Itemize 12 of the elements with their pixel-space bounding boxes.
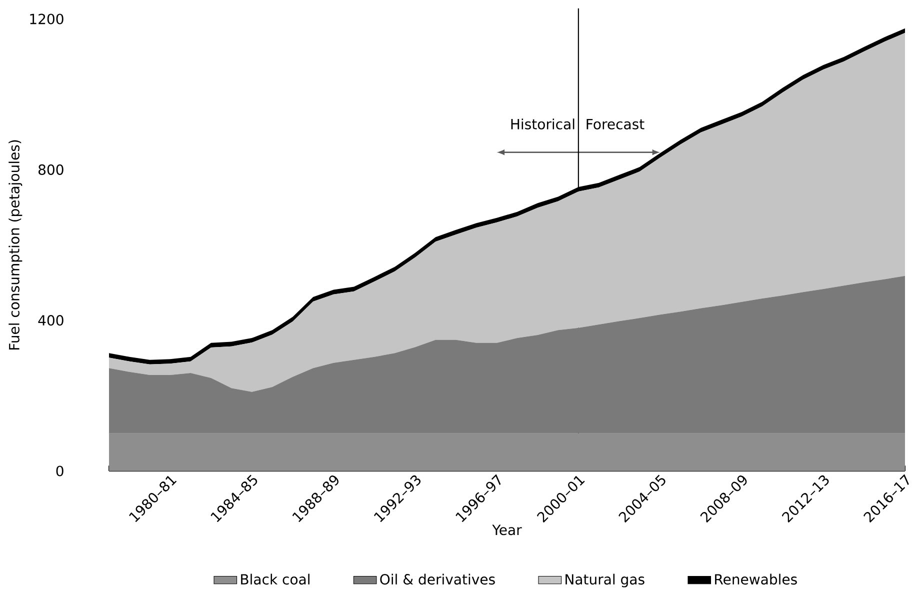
legend-label: Black coal: [241, 574, 310, 585]
y-tick-label: 0: [56, 466, 64, 476]
y-tick-label: 400: [38, 315, 64, 326]
legend-label: Oil & derivatives: [380, 574, 495, 585]
legend-label: Natural gas: [566, 574, 644, 588]
annotation: Historical: [511, 118, 574, 130]
legend-label: Renewables: [715, 574, 797, 585]
annotation: Forecast: [586, 118, 644, 130]
y-axis-title: Fuel consumption (petajoules): [8, 140, 22, 350]
y-tick-label: 1200: [30, 14, 64, 24]
y-tick-label: 800: [38, 164, 64, 175]
x-axis-title: Year: [492, 524, 522, 536]
